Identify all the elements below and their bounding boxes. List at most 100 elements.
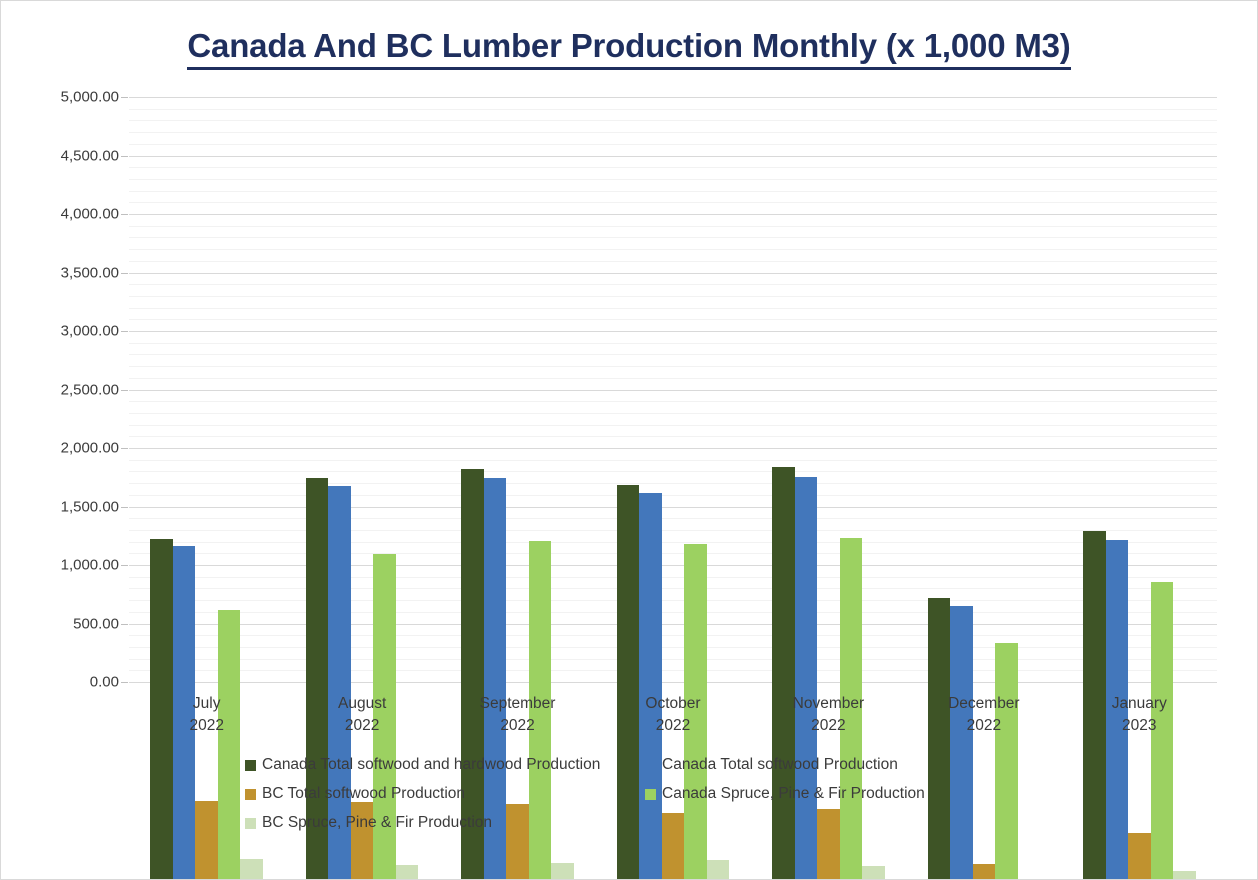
x-axis-category-year: 2022 [500, 717, 535, 735]
bar[interactable] [1173, 871, 1196, 879]
gridline-minor [129, 237, 1217, 239]
bar[interactable] [195, 800, 218, 879]
bar[interactable] [839, 538, 863, 879]
bar[interactable] [661, 812, 685, 879]
y-axis-tick-label: 500.00 [73, 615, 119, 632]
bar[interactable] [373, 554, 396, 879]
x-axis-category-month: August [338, 695, 387, 712]
legend-item[interactable]: BC Total softwood Production [245, 785, 645, 803]
gridline-minor [129, 366, 1217, 368]
bar[interactable] [706, 859, 730, 879]
y-axis-tick-mark [121, 565, 128, 566]
bar-group [305, 97, 419, 879]
legend-item[interactable]: Canada Total softwood and hardwood Produ… [245, 756, 645, 774]
bar[interactable] [172, 546, 196, 879]
legend-row: BC Spruce, Pine & Fir Production [245, 814, 1045, 832]
y-axis-tick-label: 4,500.00 [60, 147, 119, 164]
bar[interactable] [1083, 531, 1106, 879]
legend-swatch-icon [245, 788, 256, 800]
bar[interactable] [461, 469, 484, 879]
y-axis-tick-label: 2,000.00 [60, 439, 119, 457]
gridline-major [129, 97, 1217, 98]
gridline-minor [129, 401, 1217, 403]
x-axis-category-year: 2022 [966, 717, 1002, 735]
gridline-minor [129, 190, 1217, 192]
bar[interactable] [483, 478, 507, 879]
y-axis-tick-mark [121, 331, 128, 332]
gridline-major [129, 623, 1217, 625]
gridline-minor [129, 260, 1217, 262]
legend-label: Canada Total softwood and hardwood Produ… [262, 756, 601, 773]
gridline-minor [129, 471, 1217, 473]
gridline-minor [129, 611, 1217, 613]
bar[interactable] [1150, 582, 1174, 879]
bar[interactable] [328, 485, 351, 879]
gridline-major [129, 506, 1217, 508]
bar[interactable] [639, 493, 662, 879]
bar[interactable] [817, 808, 840, 879]
gridline-minor [129, 541, 1217, 543]
bar[interactable] [1128, 832, 1151, 879]
bar[interactable] [684, 543, 707, 879]
gridline-minor [129, 600, 1217, 602]
x-axis-category-label: January 2023 [1062, 693, 1217, 738]
gridline-minor [129, 249, 1217, 251]
bar[interactable] [772, 466, 795, 879]
bar[interactable] [528, 541, 552, 879]
gridline-major [129, 448, 1217, 449]
x-axis-category-year: 2022 [189, 717, 224, 735]
x-axis-category-year: 2022 [811, 717, 846, 735]
bar[interactable] [305, 478, 329, 879]
bar[interactable] [350, 801, 374, 879]
bar[interactable] [794, 477, 818, 879]
y-axis-tick-label: 4,000.00 [60, 205, 119, 223]
gridline-minor [129, 225, 1217, 227]
legend-item[interactable]: Canada Total softwood Production [645, 756, 898, 774]
gridline-minor [129, 295, 1217, 297]
chart-legend: Canada Total softwood and hardwood Produ… [245, 756, 1045, 843]
gridline-minor [129, 529, 1217, 531]
gridline-minor [129, 319, 1217, 321]
legend-label: BC Spruce, Pine & Fir Production [262, 814, 493, 831]
gridline-minor [129, 120, 1217, 122]
legend-label: Canada Spruce, Pine & Fir Production [662, 785, 925, 802]
y-axis-tickmarks [1, 97, 131, 683]
bar[interactable] [150, 538, 173, 879]
legend-label: BC Total softwood Production [262, 785, 466, 802]
bar[interactable] [506, 804, 529, 879]
legend-item[interactable]: BC Spruce, Pine & Fir Production [245, 814, 645, 832]
gridline-minor [129, 412, 1217, 414]
legend-swatch-icon [645, 788, 656, 800]
legend-label: Canada Total softwood Production [662, 756, 898, 773]
gridline-minor [129, 588, 1217, 590]
y-axis-tick-label: 0.00 [89, 673, 119, 691]
bar-group [150, 97, 263, 879]
gridline-minor [129, 354, 1217, 356]
x-axis-category-label: September 2022 [440, 693, 595, 738]
gridline-minor [129, 202, 1217, 204]
bar[interactable] [950, 605, 973, 879]
x-axis-category-month: December [948, 695, 1020, 712]
bar[interactable] [395, 864, 419, 879]
legend-item[interactable]: Canada Spruce, Pine & Fir Production [645, 785, 925, 803]
bar[interactable] [862, 866, 885, 879]
x-axis-category-label: December 2022 [906, 693, 1061, 738]
y-axis-tick-label: 3,500.00 [60, 264, 119, 281]
y-axis-tick-label: 3,000.00 [60, 322, 119, 340]
bar[interactable] [1105, 540, 1129, 879]
bar[interactable] [217, 610, 241, 879]
bar[interactable] [240, 859, 263, 879]
bar-group [616, 97, 730, 879]
bar[interactable] [616, 485, 640, 879]
bar[interactable] [927, 597, 951, 879]
bar[interactable] [995, 642, 1018, 879]
gridline-minor [129, 576, 1217, 578]
y-axis-tick-mark [121, 623, 128, 625]
bar[interactable] [972, 863, 996, 879]
gridline-major [129, 214, 1217, 215]
bar-group [461, 97, 574, 879]
x-axis-category-label: July 2022 [129, 693, 284, 738]
bar[interactable] [551, 862, 574, 879]
y-axis-tick-mark [121, 682, 128, 683]
